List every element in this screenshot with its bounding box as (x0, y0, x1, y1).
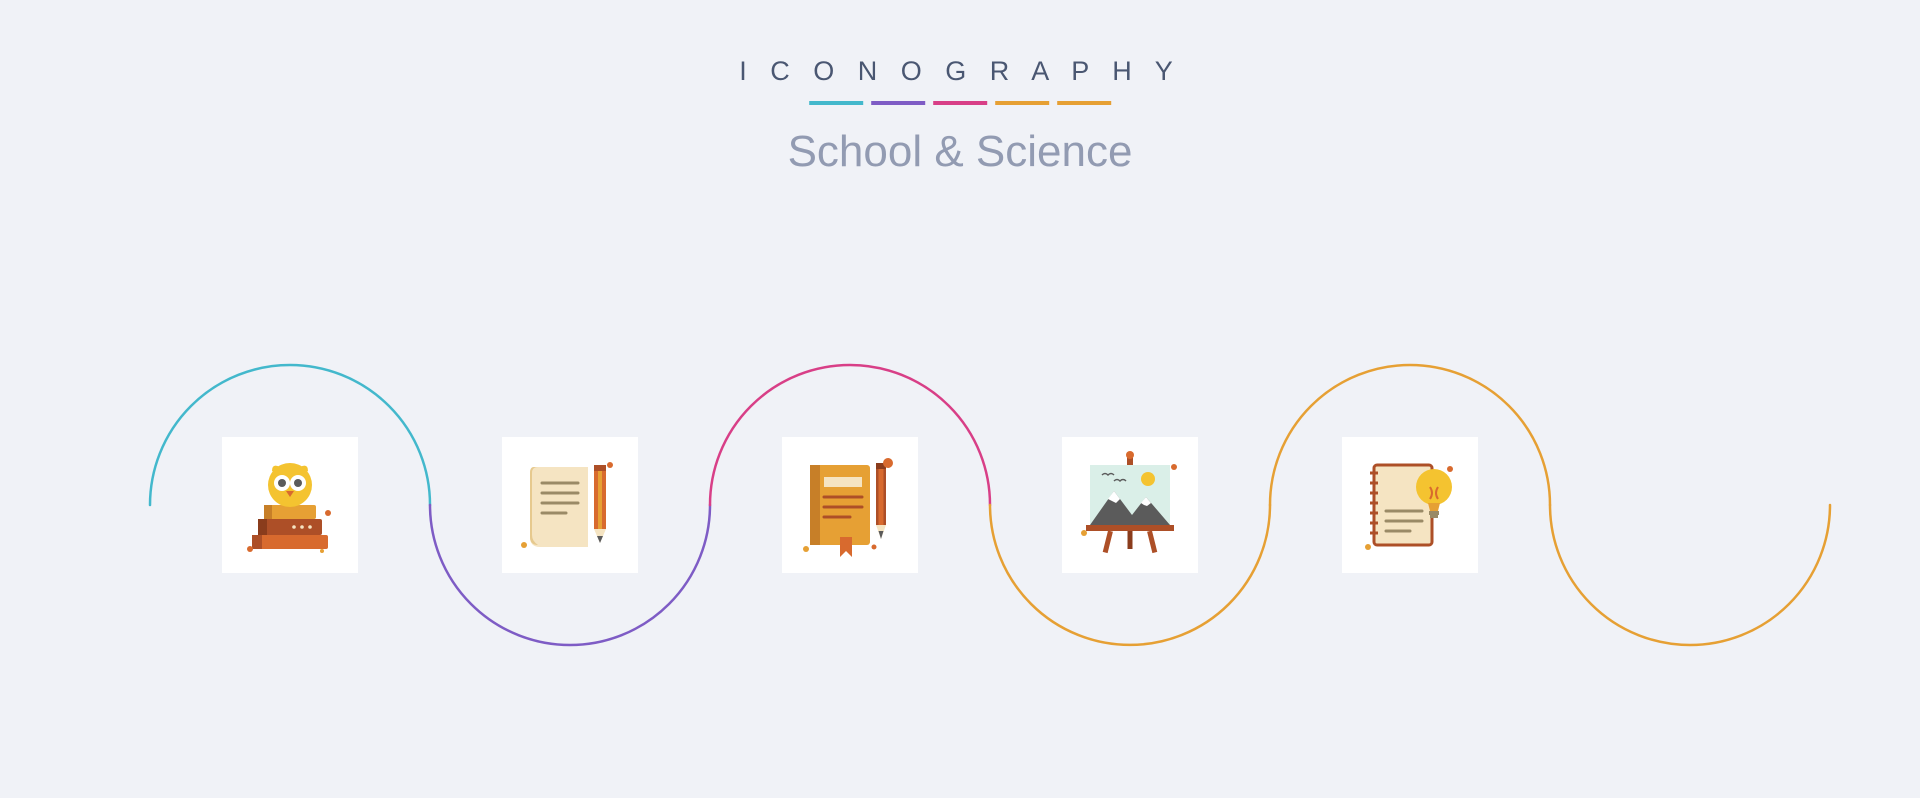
icon-timeline (0, 315, 1920, 695)
painting-easel-icon (1062, 437, 1198, 573)
rule-segment (871, 101, 925, 105)
subtitle-text: School & Science (739, 127, 1181, 177)
wave-segment (1550, 505, 1830, 645)
rule-container (739, 101, 1181, 105)
notebook-pen-icon (782, 437, 918, 573)
header-block: I C O N O G R A P H Y School & Science (739, 56, 1181, 177)
rule-segment (1057, 101, 1111, 105)
brand-text: I C O N O G R A P H Y (739, 56, 1181, 87)
idea-book-icon (1342, 437, 1478, 573)
rule-segment (995, 101, 1049, 105)
rule-segment (809, 101, 863, 105)
rule-segment (933, 101, 987, 105)
paper-pencil-icon (502, 437, 638, 573)
owl-books-icon (222, 437, 358, 573)
